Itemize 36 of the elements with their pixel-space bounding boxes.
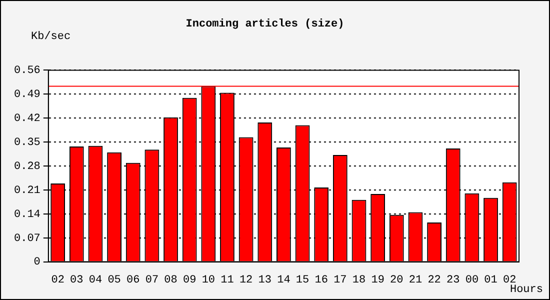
x-tick-label: 02 — [51, 274, 64, 286]
x-tick-label: 12 — [239, 274, 253, 286]
x-tick-label: 04 — [88, 274, 102, 286]
x-tick-label: 01 — [484, 274, 498, 286]
x-tick-label: 18 — [352, 274, 366, 286]
x-tick-label: 21 — [408, 274, 422, 286]
y-tick-label: 0.07 — [14, 232, 40, 245]
x-tick-label: 03 — [70, 274, 84, 286]
x-tick-label: 20 — [390, 274, 404, 286]
x-tick-label: 09 — [182, 274, 196, 286]
y-tick-label: 0.56 — [14, 65, 40, 78]
y-tick-label: 0.21 — [14, 184, 41, 197]
x-tick-label: 15 — [296, 274, 310, 286]
x-tick-label: 11 — [220, 274, 234, 286]
x-tick-label: 06 — [126, 274, 140, 286]
y-tick-label: 0.14 — [14, 208, 41, 221]
y-tick-label: 0.28 — [14, 160, 40, 173]
x-tick-label: 05 — [108, 274, 121, 286]
x-tick-label: 00 — [465, 274, 479, 286]
y-tick-label: 0.42 — [14, 113, 40, 126]
x-tick-label: 16 — [314, 274, 328, 286]
x-tick-label: 13 — [258, 274, 272, 286]
x-axis-title: Hours — [510, 284, 543, 296]
y-axis-title: Kb/sec — [31, 31, 71, 43]
y-tick-label: 0 — [34, 256, 40, 269]
x-tick-label: 10 — [202, 274, 216, 286]
x-tick-label: 07 — [145, 274, 159, 286]
chart-title: Incoming articles (size) — [186, 18, 344, 30]
x-tick-label: 23 — [446, 274, 460, 286]
x-tick-label: 22 — [428, 274, 441, 286]
x-tick-label: 19 — [371, 274, 384, 286]
y-tick-label: 0.49 — [14, 89, 40, 102]
x-tick-label: 08 — [164, 274, 178, 286]
y-tick-label: 0.35 — [14, 136, 40, 149]
x-tick-label: 14 — [277, 274, 291, 286]
x-tick-label: 17 — [334, 274, 347, 286]
